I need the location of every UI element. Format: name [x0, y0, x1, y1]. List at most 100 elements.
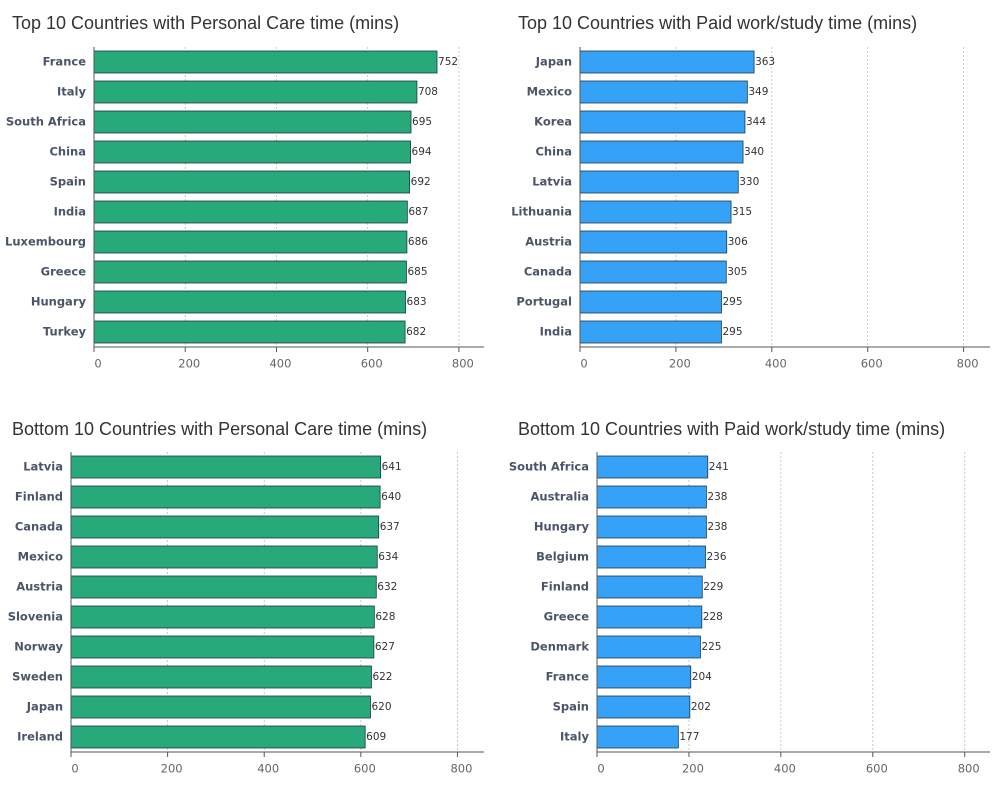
category-label: Italy: [560, 730, 589, 744]
value-label: 632: [377, 581, 397, 593]
x-tick-label: 200: [669, 357, 691, 371]
value-label: 305: [727, 266, 747, 278]
bar: [93, 230, 408, 254]
x-tick-label: 0: [597, 762, 604, 776]
category-label: Belgium: [536, 550, 589, 564]
category-label: Spain: [553, 700, 589, 714]
x-tick-label: 200: [178, 357, 200, 371]
category-label: France: [43, 55, 87, 69]
x-tick-label: 600: [354, 762, 376, 776]
bar: [93, 320, 406, 344]
category-label: Lithuania: [511, 205, 572, 219]
value-label: 238: [707, 491, 727, 503]
bar: [596, 725, 679, 749]
bar: [579, 200, 732, 224]
category-label: Japan: [26, 700, 63, 714]
bar: [70, 455, 382, 479]
value-label: 622: [372, 671, 392, 683]
bar: [579, 230, 728, 254]
chart-title: Top 10 Countries with Paid work/study ti…: [518, 13, 917, 33]
value-label: 685: [407, 266, 427, 278]
value-label: 752: [438, 56, 458, 68]
value-label: 241: [709, 461, 729, 473]
category-label: India: [54, 205, 86, 219]
value-label: 363: [755, 56, 775, 68]
value-label: 692: [411, 176, 431, 188]
bar: [93, 290, 406, 314]
category-label: Spain: [50, 175, 86, 189]
x-tick-label: 0: [580, 357, 587, 371]
category-label: Australia: [530, 490, 589, 504]
category-label: South Africa: [509, 460, 589, 474]
category-label: Korea: [534, 115, 572, 129]
bar: [70, 665, 372, 689]
value-label: 627: [375, 641, 395, 653]
bar: [579, 50, 755, 74]
category-label: Turkey: [43, 325, 87, 339]
bar: [596, 695, 691, 719]
bar: [596, 455, 709, 479]
category-label: Canada: [524, 265, 572, 279]
bar: [579, 80, 748, 104]
bar: [70, 605, 375, 629]
value-label: 349: [748, 86, 768, 98]
value-label: 628: [375, 611, 395, 623]
bar: [579, 110, 746, 134]
category-label: Finland: [541, 580, 589, 594]
x-tick-label: 800: [957, 357, 979, 371]
value-label: 295: [722, 296, 742, 308]
value-label: 609: [366, 731, 386, 743]
bar: [70, 725, 366, 749]
value-label: 315: [732, 206, 752, 218]
value-label: 683: [407, 296, 427, 308]
category-label: Norway: [14, 640, 63, 654]
value-label: 238: [707, 521, 727, 533]
category-label: Greece: [544, 610, 590, 624]
x-tick-label: 600: [861, 357, 883, 371]
value-label: 204: [692, 671, 712, 683]
bar: [596, 545, 706, 569]
bar: [70, 575, 377, 599]
bar: [93, 170, 411, 194]
category-label: Greece: [41, 265, 87, 279]
x-tick-label: 400: [269, 357, 291, 371]
category-label: Hungary: [534, 520, 590, 534]
value-label: 708: [418, 86, 438, 98]
bar: [579, 320, 722, 344]
value-label: 229: [703, 581, 723, 593]
bar: [93, 140, 411, 164]
bar: [596, 515, 707, 539]
x-tick-label: 800: [452, 357, 474, 371]
x-tick-label: 200: [161, 762, 183, 776]
x-tick-label: 400: [765, 357, 787, 371]
category-label: Latvia: [532, 175, 572, 189]
bar: [70, 485, 381, 509]
bar: [579, 290, 722, 314]
category-label: China: [535, 145, 572, 159]
value-label: 344: [746, 116, 766, 128]
bar: [596, 605, 703, 629]
bar: [70, 515, 380, 539]
value-label: 634: [378, 551, 398, 563]
bar: [70, 545, 378, 569]
x-tick-label: 200: [682, 762, 704, 776]
category-label: Mexico: [527, 85, 572, 99]
value-label: 686: [408, 236, 428, 248]
category-label: Hungary: [31, 295, 87, 309]
x-tick-label: 400: [257, 762, 279, 776]
value-label: 694: [412, 146, 432, 158]
category-label: Sweden: [12, 670, 63, 684]
x-tick-label: 600: [866, 762, 888, 776]
category-label: Latvia: [23, 460, 63, 474]
x-tick-label: 800: [958, 762, 980, 776]
bar: [579, 140, 744, 164]
value-label: 687: [408, 206, 428, 218]
category-label: France: [546, 670, 590, 684]
category-label: Canada: [15, 520, 63, 534]
category-label: Luxembourg: [5, 235, 86, 249]
value-label: 637: [380, 521, 400, 533]
x-tick-label: 600: [361, 357, 383, 371]
bar: [93, 110, 412, 134]
category-label: South Africa: [6, 115, 86, 129]
